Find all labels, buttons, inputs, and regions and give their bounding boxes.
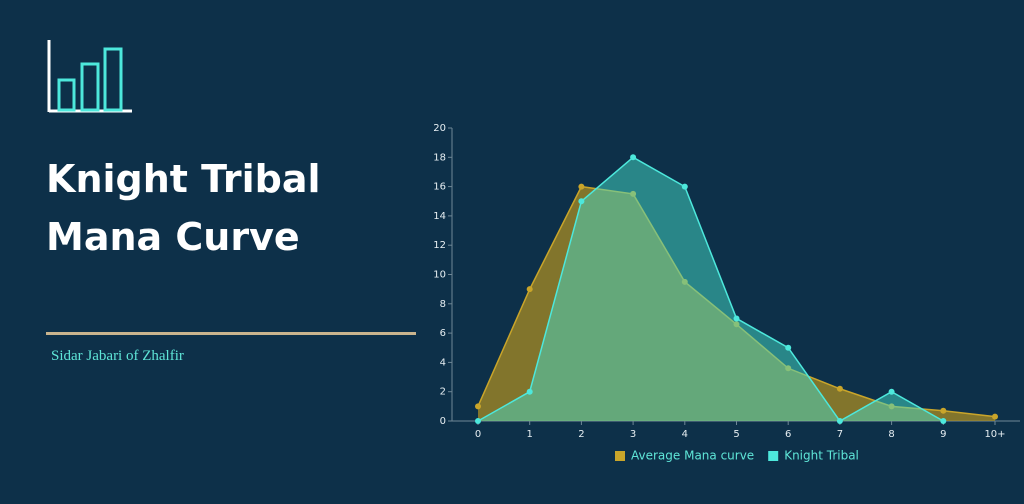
point [940,407,947,414]
x-tick-label: 8 [888,429,894,440]
legend-swatch [768,451,779,461]
point [526,388,533,395]
point [836,418,843,424]
point [681,183,688,190]
x-tick-label: 5 [733,429,739,440]
divider [46,332,416,335]
chart-icon [47,40,132,113]
area [478,157,944,422]
x-tick-label: 10+ [984,429,1005,440]
y-tick-label: 18 [433,152,446,163]
point [836,385,843,392]
legend-label: Knight Tribal [784,449,859,463]
point [526,286,533,293]
y-tick-label: 2 [440,387,446,398]
point [785,344,792,351]
x-tick-label: 1 [527,429,533,440]
x-tick-label: 9 [940,429,946,440]
x-tick-label: 7 [837,429,843,440]
legend-label: Average Mana curve [631,449,754,463]
point [992,413,998,420]
point [475,403,481,410]
x-tick-label: 0 [475,429,481,440]
y-tick-label: 16 [433,182,446,193]
y-tick-label: 12 [433,240,446,251]
point [578,183,585,190]
y-tick-label: 0 [440,416,446,427]
y-tick-label: 10 [433,270,446,281]
x-tick-label: 2 [578,429,584,440]
x-tick-label: 3 [630,429,636,440]
legend-swatch [615,451,625,461]
point [888,388,895,395]
y-tick-label: 6 [440,328,446,339]
x-tick-label: 4 [682,429,688,440]
x-tick-label: 6 [785,429,791,440]
point [940,418,947,424]
point [630,154,637,161]
point [733,315,740,322]
line [477,156,944,422]
author: Sidar Jabari of Zhalfir [51,348,184,364]
title: Knight Tribal Mana Curve [46,157,321,259]
point [578,198,585,205]
y-tick-label: 14 [433,211,446,222]
y-tick-label: 20 [433,123,446,134]
y-tick-label: 4 [440,357,446,368]
point [475,418,481,424]
y-tick-label: 8 [440,299,446,310]
